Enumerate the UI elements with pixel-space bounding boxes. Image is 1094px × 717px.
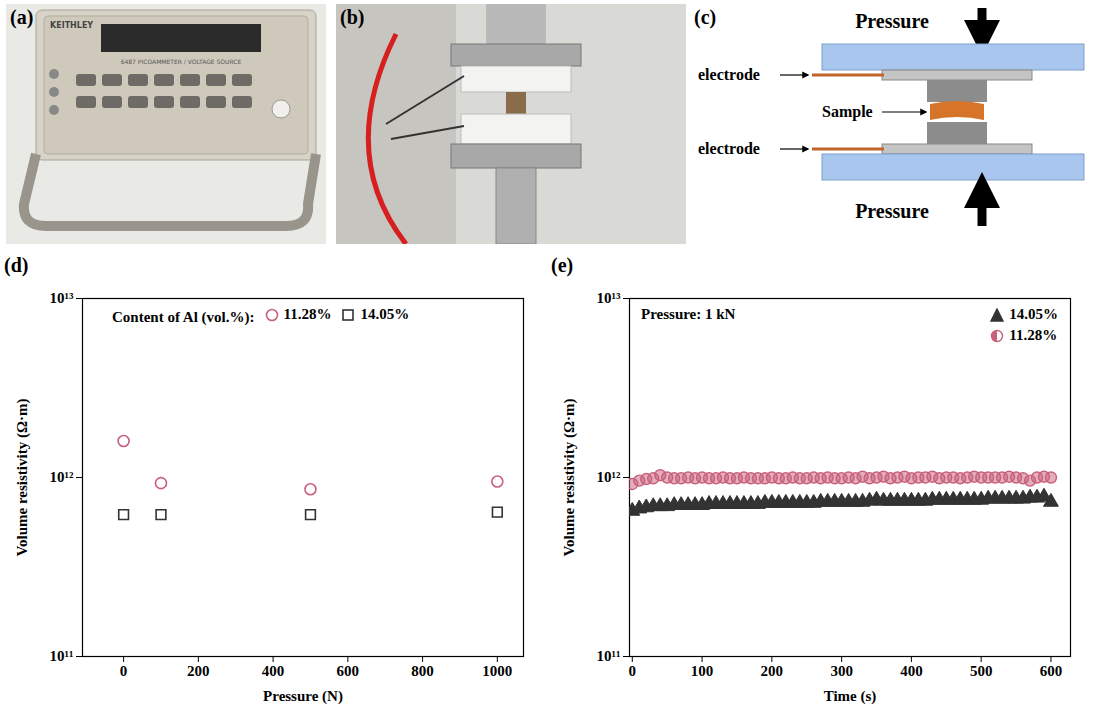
svg-text:10¹¹: 10¹¹	[50, 648, 74, 664]
svg-text:KEITHLEY: KEITHLEY	[50, 21, 93, 30]
html-text:(c): (c)	[694, 6, 717, 28]
svg-text:Time (s): Time (s)	[824, 688, 877, 705]
svg-text:6487 PICOAMMETER / VOLTAGE SOU: 6487 PICOAMMETER / VOLTAGE SOURCE	[121, 58, 242, 65]
svg-text:0: 0	[629, 663, 637, 679]
svg-text:10¹²: 10¹²	[597, 469, 621, 485]
html-text:11.28%: 11.28%	[283, 306, 332, 322]
svg-text:electrode: electrode	[698, 66, 760, 83]
svg-text:500: 500	[970, 663, 993, 679]
svg-text:800: 800	[411, 663, 434, 679]
svg-text:10¹²: 10¹²	[50, 469, 74, 485]
svg-text:300: 300	[830, 663, 853, 679]
html-text:(e): (e)	[551, 254, 574, 276]
html-text:(d): (d)	[4, 254, 29, 276]
html-text:14.05%: 14.05%	[1009, 306, 1058, 322]
svg-text:200: 200	[187, 663, 210, 679]
html-text:Pressure: 1 kN: Pressure: 1 kN	[641, 306, 736, 322]
html-text:11.28%: 11.28%	[1009, 327, 1058, 343]
svg-text:1000: 1000	[482, 663, 512, 679]
svg-text:10¹³: 10¹³	[597, 290, 621, 306]
svg-text:600: 600	[337, 663, 360, 679]
svg-text:400: 400	[262, 663, 285, 679]
svg-text:100: 100	[691, 663, 714, 679]
svg-text:Pressure: Pressure	[855, 200, 929, 222]
svg-text:Volume resistivity (Ω·m): Volume resistivity (Ω·m)	[561, 399, 578, 557]
svg-text:Sample: Sample	[822, 103, 873, 121]
svg-text:Volume resistivity (Ω·m): Volume resistivity (Ω·m)	[14, 399, 31, 557]
svg-text:600: 600	[1040, 663, 1063, 679]
html-text:Content of Al (vol.%):: Content of Al (vol.%):	[112, 308, 255, 325]
svg-text:0: 0	[120, 663, 128, 679]
svg-text:200: 200	[761, 663, 784, 679]
svg-text:Pressure: Pressure	[855, 10, 929, 32]
svg-text:Pressure (N): Pressure (N)	[263, 688, 343, 705]
html-text:14.05%: 14.05%	[360, 306, 410, 322]
svg-text:10¹³: 10¹³	[50, 290, 74, 306]
svg-text:400: 400	[900, 663, 923, 679]
svg-text:10¹¹: 10¹¹	[597, 648, 621, 664]
svg-text:electrode: electrode	[698, 140, 760, 157]
html-text:(a): (a)	[10, 6, 34, 28]
html-text:(b): (b)	[340, 6, 365, 28]
